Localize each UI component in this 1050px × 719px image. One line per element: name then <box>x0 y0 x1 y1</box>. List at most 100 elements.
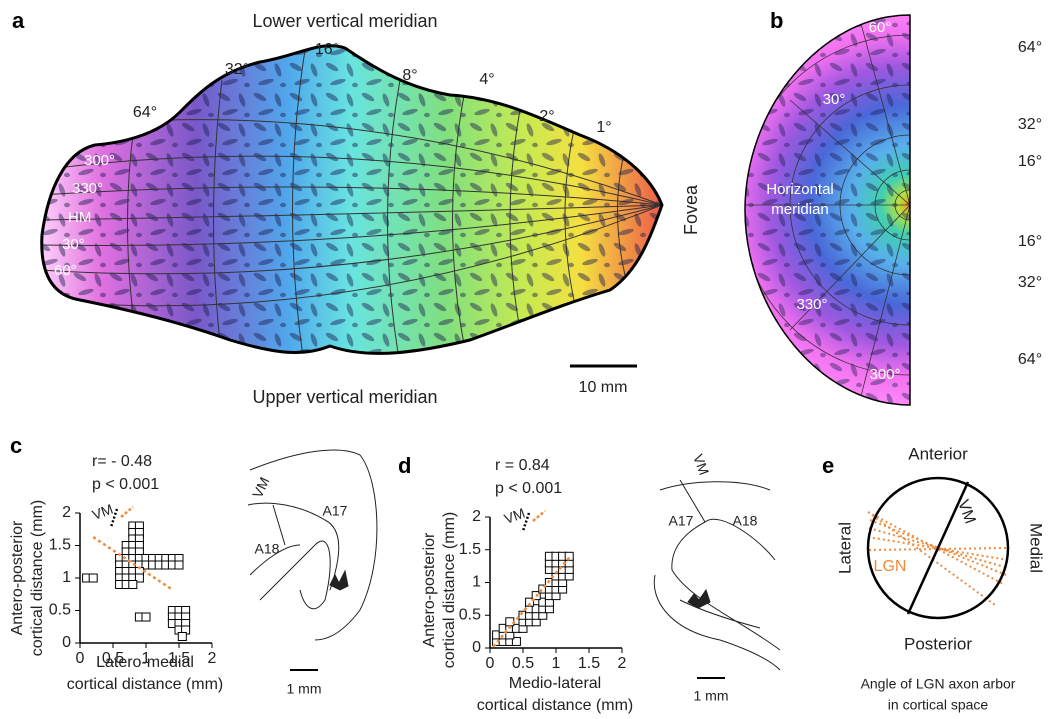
y-tick-label: 1.5 <box>49 537 71 554</box>
eccentricity-label: 1° <box>596 119 611 136</box>
angle-label: 300° <box>869 366 900 383</box>
vm-label: VM <box>954 498 978 526</box>
vm-marker <box>109 508 119 528</box>
x-tick-label: 0 <box>76 650 85 667</box>
x-axis-label: Latero-medial <box>96 654 194 671</box>
fit-line <box>92 536 174 591</box>
x-tick-label: 0 <box>486 655 495 672</box>
area-label: A17 <box>323 503 348 519</box>
data-point <box>128 580 138 589</box>
caption: in cortical space <box>888 697 989 713</box>
panel-b: b Horizontal meridian 60° 30° 330° 300° … <box>744 8 1042 406</box>
top-label: Lower vertical meridian <box>252 11 437 31</box>
inset-label: VM <box>502 505 527 527</box>
histology-drawing <box>247 449 378 641</box>
data-point <box>177 632 187 641</box>
y-tick-label: 1 <box>472 574 481 591</box>
x-tick-label: 0.5 <box>102 650 124 667</box>
scale-bar-label: 10 mm <box>579 379 628 396</box>
x-tick-label: 1 <box>142 650 151 667</box>
panel-label: d <box>398 453 411 478</box>
x-axis-label: cortical distance (mm) <box>477 697 633 714</box>
eccentricity-label: 32° <box>1018 274 1042 291</box>
x-tick-label: 0.5 <box>512 655 534 672</box>
eccentricity-label: 16° <box>1018 153 1042 170</box>
direction-label: Anterior <box>908 444 968 463</box>
inset-label: VM <box>90 501 115 523</box>
y-tick-label: 0.5 <box>49 602 71 619</box>
angle-label: 30° <box>823 91 846 108</box>
eccentricity-label: 64° <box>1018 39 1042 56</box>
vm-label: VM <box>690 452 712 477</box>
data-point <box>564 551 574 561</box>
angle-label: 300° <box>84 152 115 169</box>
panel-label: c <box>10 433 22 458</box>
panel-a: a Lower vertical meridian Upper vertical… <box>12 8 701 407</box>
panel-e: e Anterior Posterior Lateral Medial VM L… <box>822 444 1046 712</box>
vm-label: VM <box>249 475 272 501</box>
panel-label: e <box>822 453 834 478</box>
panel-d: d VM A17 A18 1 mm <box>398 452 781 704</box>
y-tick-label: 2 <box>472 508 481 525</box>
histology-drawing <box>653 479 781 671</box>
x-tick-label: 1 <box>552 655 561 672</box>
eccentricity-label: 16° <box>1018 233 1042 250</box>
eccentricity-label: 16° <box>315 41 339 58</box>
y-tick-label: 1 <box>62 569 71 586</box>
eccentricity-label: 32° <box>225 61 249 78</box>
eccentricity-label: 8° <box>402 67 417 84</box>
direction-label: Lateral <box>835 522 854 574</box>
fovea-label: Fovea <box>681 184 701 235</box>
y-tick-label: 0.5 <box>459 606 481 623</box>
angle-label: 30° <box>62 236 85 253</box>
y-axis-label: cortical distance (mm) <box>441 512 458 668</box>
eccentricity-label: 2° <box>539 108 554 125</box>
direction-label: Medial <box>1027 523 1046 573</box>
y-axis-label: Antero-posterior <box>9 520 26 635</box>
meridian-label: Horizontal <box>766 181 834 198</box>
y-axis-label: cortical distance (mm) <box>29 500 46 656</box>
angle-label: 330° <box>72 180 103 197</box>
x-tick-label: 1.5 <box>168 650 190 667</box>
data-point <box>174 560 184 570</box>
area-label: A18 <box>255 541 280 557</box>
area-label: A17 <box>669 513 694 529</box>
y-tick-label: 1.5 <box>459 541 481 558</box>
cortical-map <box>41 45 662 354</box>
fit-line <box>492 556 571 648</box>
eccentricity-label: 32° <box>1018 116 1042 133</box>
area-label: A18 <box>733 513 758 529</box>
x-tick-label: 2 <box>208 650 217 667</box>
eccentricity-label: 64° <box>133 104 157 121</box>
annotation: r = 0.84 <box>495 457 550 474</box>
scale-bar-label: 1 mm <box>694 688 729 704</box>
angle-label: 60° <box>54 262 77 279</box>
annotation: p < 0.001 <box>495 480 562 497</box>
data-point <box>511 636 521 646</box>
data-point <box>88 573 98 583</box>
angle-label: 60° <box>869 19 892 36</box>
x-tick-label: 2 <box>618 655 627 672</box>
y-tick-label: 2 <box>62 504 71 521</box>
annotation: r= - 0.48 <box>92 453 152 470</box>
vm-marker <box>532 510 546 522</box>
eccentricity-label: 64° <box>1018 351 1042 368</box>
x-axis-label: cortical distance (mm) <box>67 676 223 693</box>
data-point <box>141 612 151 622</box>
data-point <box>525 597 535 607</box>
cortex-circle <box>866 476 1010 620</box>
y-tick-label: 0 <box>62 634 71 651</box>
lgn-label: LGN <box>874 558 907 575</box>
data-point <box>505 617 515 627</box>
angle-label: 330° <box>796 296 827 313</box>
annotation: p < 0.001 <box>92 476 159 493</box>
meridian-label: meridian <box>771 201 829 218</box>
angle-label: HM <box>68 209 91 226</box>
vm-marker <box>521 512 531 532</box>
panel-label: a <box>12 8 25 33</box>
y-axis-label: Antero-posterior <box>421 532 438 647</box>
caption: Angle of LGN axon arbor <box>861 676 1016 692</box>
panel-label: b <box>770 8 783 33</box>
